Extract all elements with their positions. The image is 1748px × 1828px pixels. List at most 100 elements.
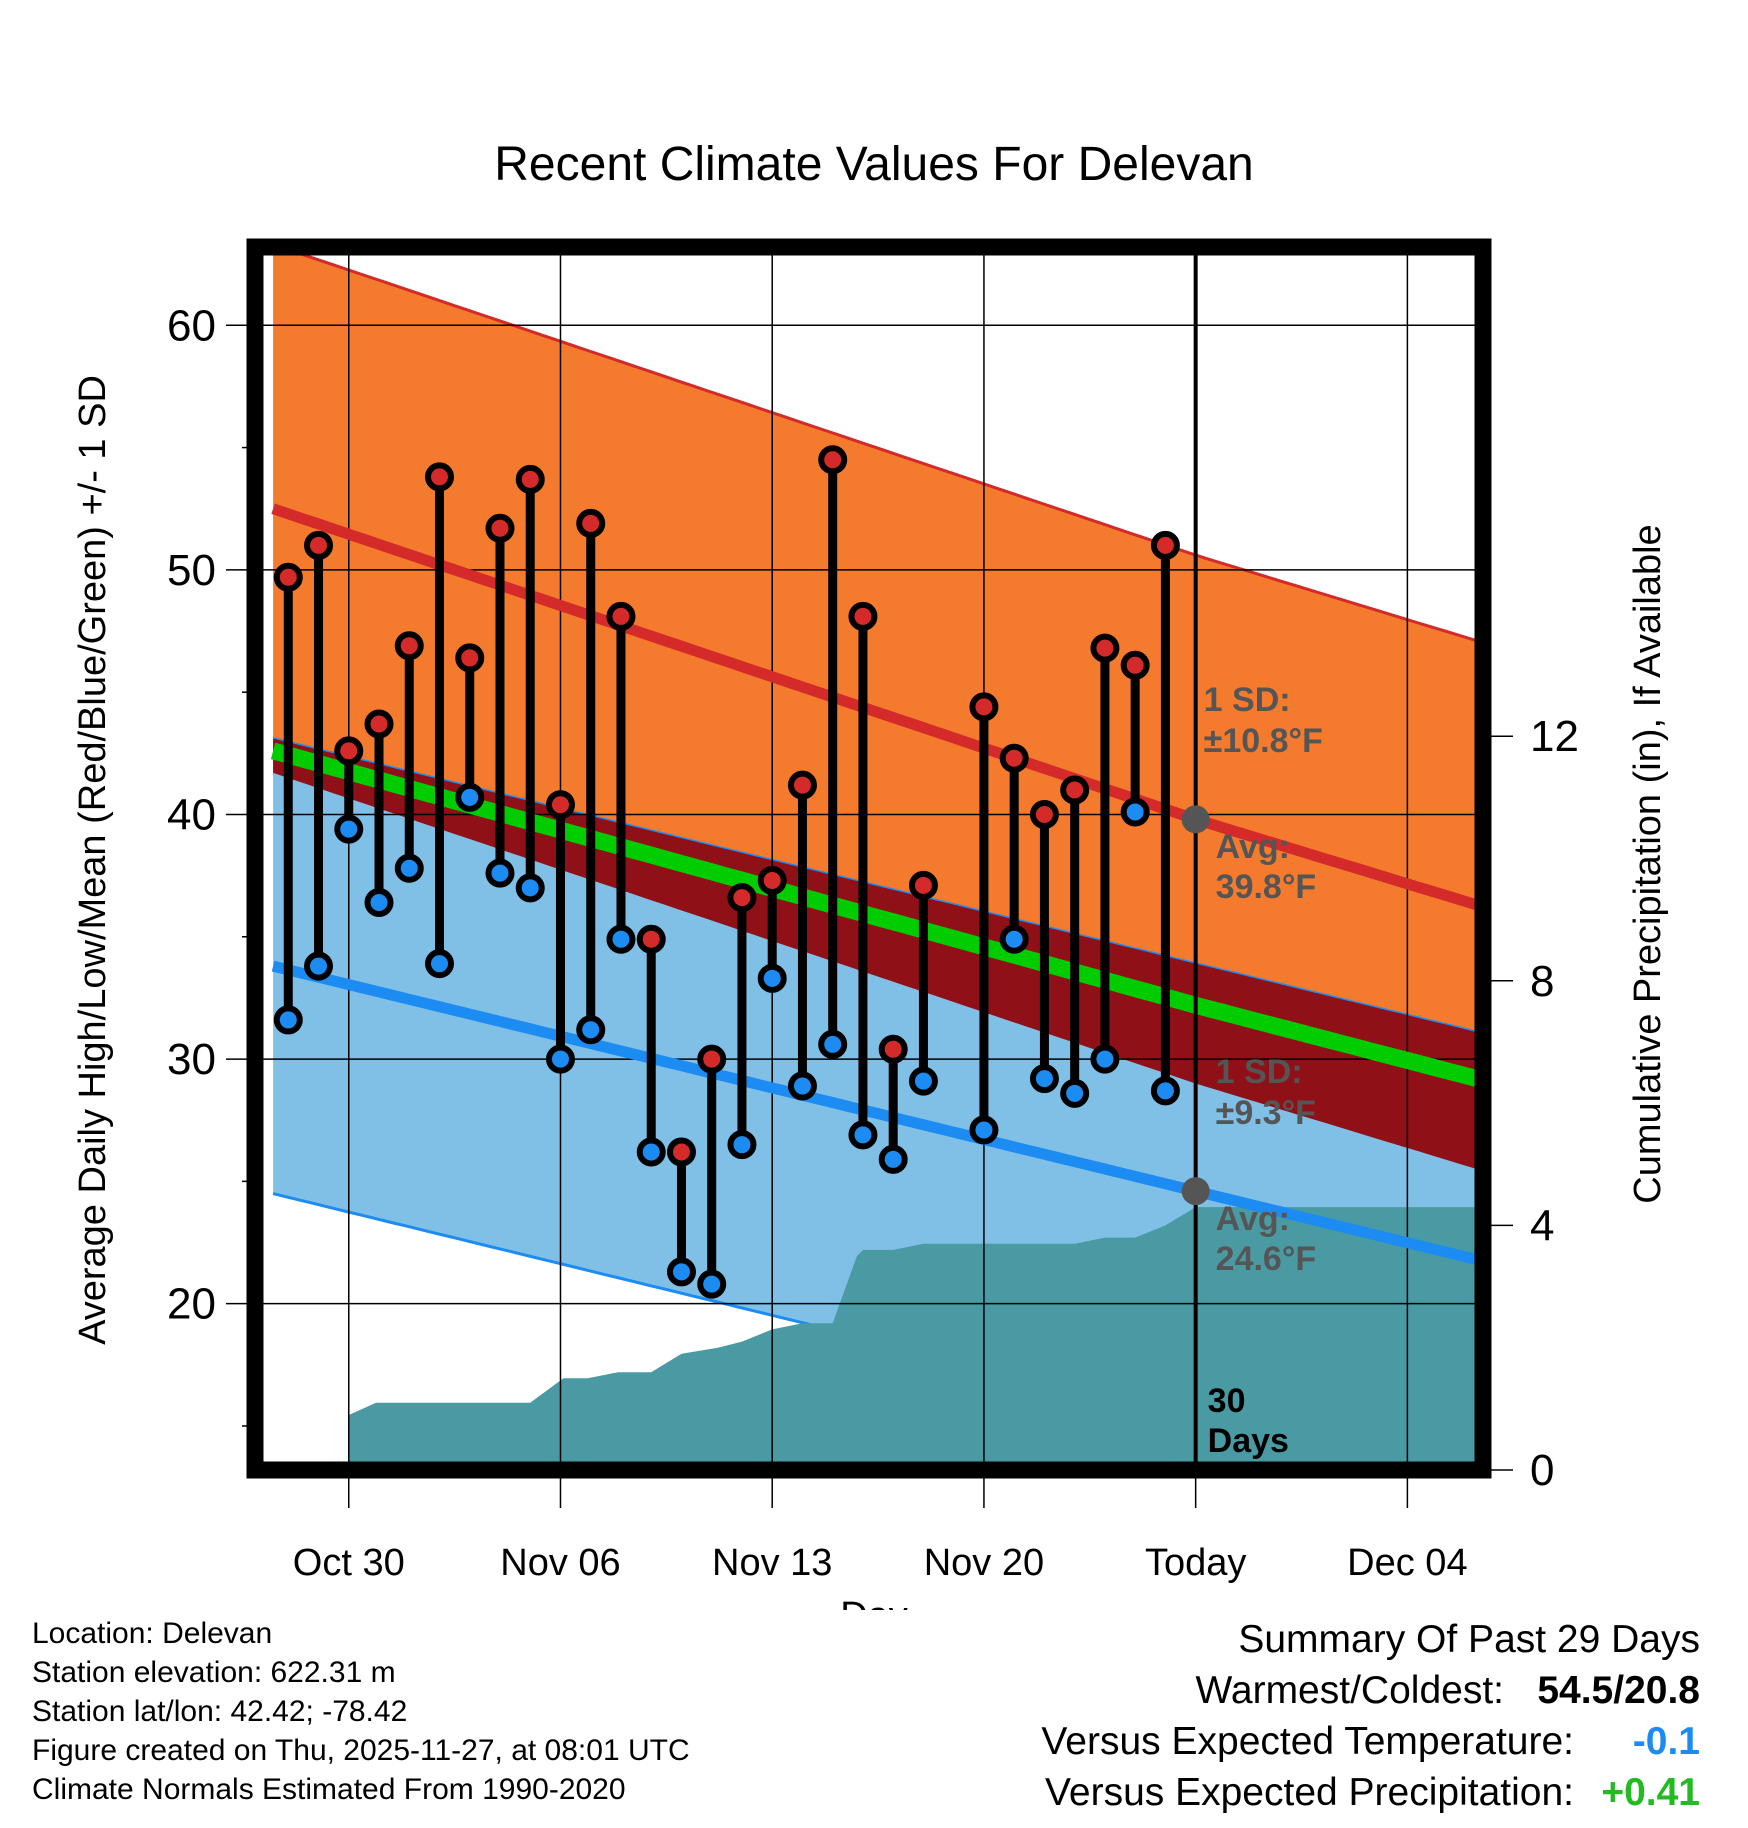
normals-text: Climate Normals Estimated From 1990-2020 [32, 1773, 626, 1806]
daily-high-marker [1029, 799, 1059, 829]
x-tick-label: Nov 06 [500, 1542, 620, 1584]
x-tick-label: Nov 20 [924, 1542, 1044, 1584]
daily-high-marker [697, 1044, 727, 1074]
y-tick-label: 40 [167, 790, 216, 839]
daily-high-marker [545, 790, 575, 820]
daily-high-marker [364, 709, 394, 739]
daily-low-marker [1120, 797, 1150, 827]
high-sd-label: 1 SD: [1204, 681, 1291, 719]
warm-cold-value: 54.5/20.8 [1537, 1669, 1700, 1712]
y-tick-label: 60 [167, 301, 216, 350]
y-axis-title: Average Daily High/Low/Mean (Red/Blue/Gr… [72, 375, 114, 1345]
daily-high-marker [1150, 530, 1180, 560]
x-tick-label: Today [1145, 1542, 1246, 1584]
daily-low-marker [818, 1029, 848, 1059]
daily-low-marker [394, 853, 424, 883]
daily-low-marker [1029, 1064, 1059, 1094]
daily-low-marker [848, 1120, 878, 1150]
daily-high-marker [636, 924, 666, 954]
low-avg-value: 24.6°F [1216, 1240, 1317, 1278]
daily-low-marker [515, 873, 545, 903]
daily-low-marker [727, 1130, 757, 1160]
low-sd-value: ±9.3°F [1216, 1094, 1316, 1132]
daily-high-marker [273, 562, 303, 592]
precip-area [255, 1207, 1483, 1470]
precip-row: Versus Expected Precipitation: +0.41 [1041, 1767, 1700, 1818]
x-axis-title: Day [840, 1595, 908, 1610]
daily-high-marker [425, 462, 455, 492]
daily-low-marker [757, 963, 787, 993]
y-tick-label: 20 [167, 1280, 216, 1329]
temp-row: Versus Expected Temperature: -0.1 [1041, 1716, 1700, 1767]
low-avg-dot [1181, 1177, 1210, 1206]
daily-low-marker [908, 1066, 938, 1096]
high-sd-upper-line [275, 247, 1478, 643]
daily-high-marker [1060, 775, 1090, 805]
y-tick-label: 50 [167, 546, 216, 595]
temp-delta-value: -0.1 [1632, 1720, 1700, 1763]
y2-axis-title: Cumulative Precipitation (in), If Availa… [1627, 524, 1669, 1203]
location-text: Location: Delevan [32, 1617, 273, 1650]
temp-label: Versus Expected Temperature: [1041, 1720, 1574, 1763]
warm-cold-row: Warmest/Coldest: 54.5/20.8 [1041, 1665, 1700, 1716]
high-sd-value: ±10.8°F [1204, 722, 1323, 760]
daily-low-marker [697, 1269, 727, 1299]
precip-label: Versus Expected Precipitation: [1045, 1771, 1574, 1814]
summary-panel: Summary Of Past 29 Days Warmest/Coldest:… [1041, 1614, 1700, 1818]
daily-high-marker [757, 866, 787, 896]
high-avg-value: 39.8°F [1216, 868, 1317, 906]
high-avg-dot [1181, 805, 1210, 834]
daily-low-marker [485, 858, 515, 888]
y2-tick-label: 4 [1530, 1201, 1554, 1250]
daily-low-marker [878, 1144, 908, 1174]
daily-high-marker [787, 770, 817, 800]
low-sd-label: 1 SD: [1216, 1053, 1303, 1091]
daily-high-marker [606, 601, 636, 631]
days-label: Days [1208, 1422, 1289, 1460]
y2-tick-label: 8 [1530, 957, 1554, 1006]
normal-low-line [271, 960, 1479, 1265]
daily-high-marker [969, 692, 999, 722]
daily-high-marker [515, 464, 545, 494]
daily-low-marker [999, 924, 1029, 954]
daily-high-marker [485, 513, 515, 543]
daily-low-marker [969, 1115, 999, 1145]
summary-title: Summary Of Past 29 Days [1238, 1618, 1700, 1661]
daily-high-marker [304, 530, 334, 560]
daily-low-marker [304, 951, 334, 981]
station-info: Location: Delevan Station elevation: 622… [32, 1614, 690, 1809]
daily-high-marker [908, 870, 938, 900]
daily-high-marker [848, 601, 878, 631]
daily-high-marker [576, 508, 606, 538]
daily-low-marker [606, 924, 636, 954]
precip-delta-value: +0.41 [1601, 1771, 1700, 1814]
warm-cold-label: Warmest/Coldest: [1195, 1669, 1504, 1712]
daily-high-marker [818, 445, 848, 475]
y2-tick-label: 12 [1530, 712, 1579, 761]
daily-low-marker [636, 1137, 666, 1167]
climate-chart: Recent Climate Values For Delevan Averag… [72, 138, 1669, 1610]
daily-high-marker [878, 1034, 908, 1064]
high-avg-label: Avg: [1216, 828, 1290, 866]
daily-high-marker [455, 643, 485, 673]
daily-low-marker [364, 888, 394, 918]
daily-low-marker [334, 814, 364, 844]
daily-low-marker [666, 1257, 696, 1287]
daily-low-marker [1060, 1078, 1090, 1108]
plot-frame [246, 238, 1492, 1479]
daily-low-marker [1150, 1076, 1180, 1106]
created-text: Figure created on Thu, 2025-11-27, at 08… [32, 1734, 690, 1767]
elevation-text: Station elevation: 622.31 m [32, 1656, 396, 1689]
daily-high-marker [727, 883, 757, 913]
days-count: 30 [1208, 1382, 1246, 1420]
daily-low-marker [787, 1071, 817, 1101]
daily-low-marker [545, 1044, 575, 1074]
x-tick-label: Oct 30 [293, 1542, 405, 1584]
daily-low-marker [576, 1015, 606, 1045]
daily-high-marker [666, 1137, 696, 1167]
latlon-text: Station lat/lon: 42.42; -78.42 [32, 1695, 408, 1728]
low-avg-label: Avg: [1216, 1200, 1290, 1238]
daily-high-marker [1090, 633, 1120, 663]
x-tick-label: Dec 04 [1347, 1542, 1467, 1584]
y-tick-label: 30 [167, 1035, 216, 1084]
